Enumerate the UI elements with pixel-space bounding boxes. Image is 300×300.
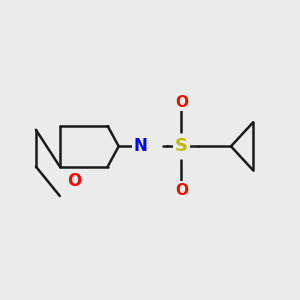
Text: O: O bbox=[175, 183, 188, 198]
Text: O: O bbox=[68, 172, 82, 190]
Text: S: S bbox=[175, 137, 188, 155]
Text: O: O bbox=[175, 95, 188, 110]
Text: N: N bbox=[134, 137, 148, 155]
